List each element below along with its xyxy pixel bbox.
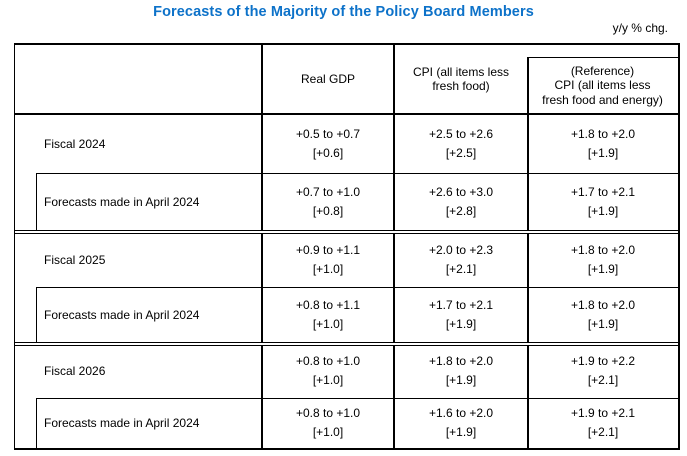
- forecast-range: +1.9 to +2.2: [570, 354, 636, 368]
- column-header-real-gdp: Real GDP: [300, 71, 356, 86]
- forecast-range: +0.8 to +1.0: [295, 354, 361, 368]
- forecast-median: [+0.6]: [312, 146, 344, 160]
- indent-border-line: [36, 173, 37, 230]
- forecast-range: +1.6 to +2.0: [428, 406, 494, 420]
- group-separator-line: [15, 342, 678, 346]
- row-label-april-forecast: Forecasts made in April 2024: [44, 307, 200, 322]
- table-cell: +0.8 to +1.1 [+1.0]: [261, 287, 395, 342]
- table-cell: +1.8 to +2.0 [+1.9]: [527, 232, 679, 287]
- row-label-april-forecast: Forecasts made in April 2024: [44, 194, 200, 209]
- forecast-range: +1.7 to +2.1: [570, 184, 636, 199]
- forecast-range: +2.5 to +2.6: [428, 127, 494, 141]
- subrow-divider-line: [36, 398, 678, 399]
- forecast-range: +2.0 to +2.3: [428, 242, 494, 257]
- page-title: Forecasts of the Majority of the Policy …: [153, 4, 534, 20]
- forecast-median: [+1.9]: [445, 373, 477, 387]
- forecast-median: [+1.9]: [587, 316, 619, 331]
- forecast-median: [+1.9]: [445, 316, 477, 331]
- indent-border-line: [36, 398, 37, 448]
- table-cell: +0.7 to +1.0 [+0.8]: [261, 173, 395, 230]
- table-cell: +1.7 to +2.1 [+1.9]: [393, 287, 529, 342]
- indent-border-line: [36, 287, 37, 342]
- table-cell: +1.9 to +2.2 [+2.1]: [527, 344, 679, 398]
- table-cell: +1.9 to +2.1 [+2.1]: [527, 398, 679, 448]
- forecast-median: [+2.1]: [587, 425, 619, 439]
- group-separator-line: [15, 230, 678, 234]
- forecast-median: [+1.9]: [587, 203, 619, 218]
- table-cell: +2.0 to +2.3 [+2.1]: [393, 232, 529, 287]
- column-divider-line: [261, 45, 263, 448]
- reference-box-top-line: [527, 57, 678, 58]
- table-cell: +0.5 to +0.7 [+0.6]: [261, 115, 395, 173]
- forecast-median: [+1.9]: [445, 425, 477, 439]
- table-cell: +0.8 to +1.0 [+1.0]: [261, 398, 395, 448]
- forecast-table: Real GDP CPI (all items less fresh food)…: [14, 43, 680, 450]
- forecast-median: [+1.9]: [587, 261, 619, 276]
- forecast-median: [+2.1]: [587, 373, 619, 387]
- table-cell: +2.6 to +3.0 [+2.8]: [393, 173, 529, 230]
- forecast-range: +0.7 to +1.0: [295, 184, 361, 199]
- unit-note: y/y % chg.: [612, 21, 668, 35]
- forecast-median: [+2.1]: [445, 261, 477, 276]
- column-header-cpi: CPI (all items less fresh food): [412, 64, 510, 94]
- forecast-range: +1.8 to +2.0: [428, 354, 494, 368]
- forecast-median: [+1.9]: [587, 146, 619, 160]
- forecast-range: +0.5 to +0.7: [295, 127, 361, 141]
- row-label-fiscal-2024: Fiscal 2024: [44, 137, 106, 151]
- column-header-reference-cpi: (Reference) CPI (all items less fresh fo…: [542, 63, 663, 107]
- forecast-range: +1.9 to +2.1: [570, 406, 636, 420]
- table-cell: +1.8 to +2.0 [+1.9]: [527, 115, 679, 173]
- column-divider-line: [527, 57, 529, 448]
- table-cell: +1.7 to +2.1 [+1.9]: [527, 173, 679, 230]
- table-cell: +2.5 to +2.6 [+2.5]: [393, 115, 529, 173]
- header-bottom-line: [15, 113, 678, 115]
- forecast-median: [+2.8]: [445, 203, 477, 218]
- forecast-range: +1.8 to +2.0: [570, 127, 636, 141]
- subrow-divider-line: [36, 287, 678, 288]
- forecast-median: [+1.0]: [312, 316, 344, 331]
- forecast-median: [+1.0]: [312, 373, 344, 387]
- row-label-april-forecast: Forecasts made in April 2024: [44, 416, 200, 430]
- forecast-range: +1.8 to +2.0: [570, 242, 636, 257]
- forecast-median: [+2.5]: [445, 146, 477, 160]
- row-label-fiscal-2025: Fiscal 2025: [44, 252, 106, 267]
- table-cell: +1.6 to +2.0 [+1.9]: [393, 398, 529, 448]
- forecast-range: +1.8 to +2.0: [570, 297, 636, 312]
- forecast-median: [+1.0]: [312, 261, 344, 276]
- subrow-divider-line: [36, 173, 678, 174]
- table-cell: +0.8 to +1.0 [+1.0]: [261, 344, 395, 398]
- table-cell: +0.9 to +1.1 [+1.0]: [261, 232, 395, 287]
- forecast-range: +0.8 to +1.0: [295, 406, 361, 420]
- forecast-median: [+1.0]: [312, 425, 344, 439]
- column-divider-line: [393, 45, 395, 448]
- forecast-range: +2.6 to +3.0: [428, 184, 494, 199]
- row-label-fiscal-2026: Fiscal 2026: [44, 364, 106, 378]
- table-cell: +1.8 to +2.0 [+1.9]: [393, 344, 529, 398]
- forecast-range: +0.9 to +1.1: [295, 242, 361, 257]
- forecast-range: +0.8 to +1.1: [295, 297, 361, 312]
- table-cell: +1.8 to +2.0 [+1.9]: [527, 287, 679, 342]
- forecast-median: [+0.8]: [312, 203, 344, 218]
- forecast-range: +1.7 to +2.1: [428, 297, 494, 312]
